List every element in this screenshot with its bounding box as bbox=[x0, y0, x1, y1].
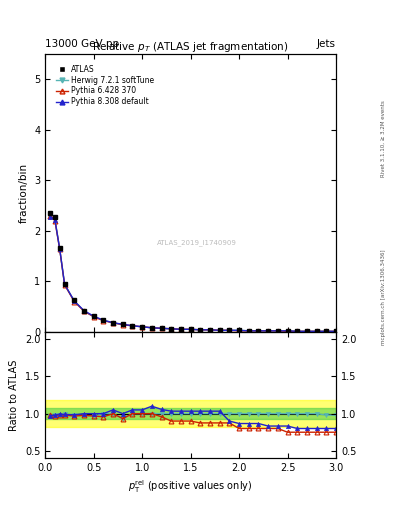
Text: ATLAS_2019_I1740909: ATLAS_2019_I1740909 bbox=[156, 240, 236, 246]
Text: 13000 GeV pp: 13000 GeV pp bbox=[45, 38, 119, 49]
Text: Rivet 3.1.10, ≥ 3.2M events: Rivet 3.1.10, ≥ 3.2M events bbox=[381, 100, 386, 177]
Text: Jets: Jets bbox=[317, 38, 336, 49]
Title: Relative $p_{T}$ (ATLAS jet fragmentation): Relative $p_{T}$ (ATLAS jet fragmentatio… bbox=[92, 39, 289, 54]
Text: mcplots.cern.ch [arXiv:1306.3436]: mcplots.cern.ch [arXiv:1306.3436] bbox=[381, 249, 386, 345]
Legend: ATLAS, Herwig 7.2.1 softTune, Pythia 6.428 370, Pythia 8.308 default: ATLAS, Herwig 7.2.1 softTune, Pythia 6.4… bbox=[55, 63, 156, 108]
Y-axis label: fraction/bin: fraction/bin bbox=[18, 163, 29, 223]
Y-axis label: Ratio to ATLAS: Ratio to ATLAS bbox=[9, 359, 19, 431]
X-axis label: $p_{\mathregular{T}}^{\mathregular{rel}}$ (positive values only): $p_{\mathregular{T}}^{\mathregular{rel}}… bbox=[129, 479, 253, 496]
